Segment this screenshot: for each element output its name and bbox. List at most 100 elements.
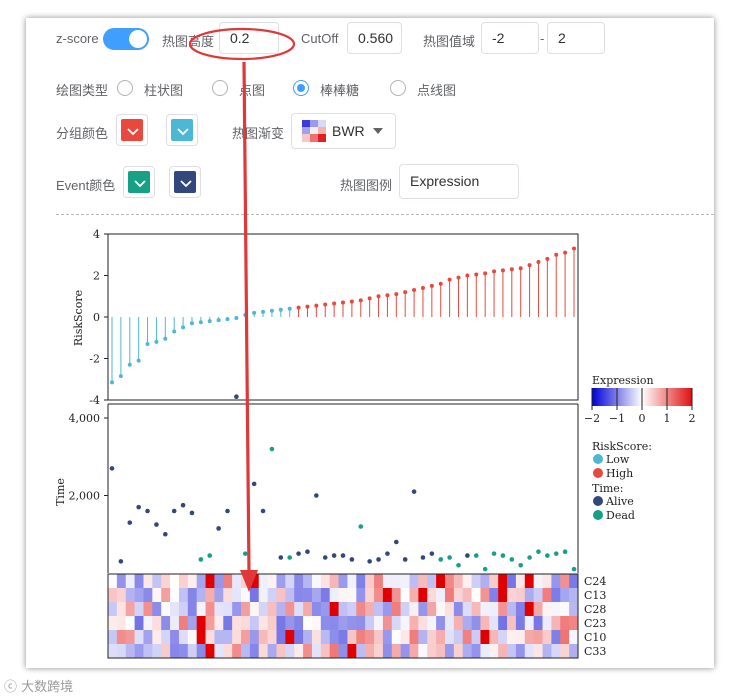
heatmap-cell [161, 602, 171, 617]
range-max-input[interactable]: 2 [547, 22, 605, 54]
heatmap-cell [187, 588, 197, 603]
lollipop-point [447, 277, 452, 282]
event-color-dead-picker[interactable] [123, 166, 155, 198]
caret-down-icon [373, 128, 383, 134]
heatmap-cell [329, 574, 339, 589]
radio-dotline[interactable] [390, 80, 406, 96]
heatmap-cell [249, 588, 260, 603]
heatmap-cell [391, 644, 401, 659]
group-color-high-picker[interactable] [116, 114, 148, 146]
heatmap-cell [382, 644, 393, 659]
heatmap-cell [489, 602, 499, 617]
heatmap-cell [489, 630, 499, 645]
riskscore-lollipop-chart: RiskScore -4 -2 0 2 4 [72, 228, 579, 407]
lollipop-point [536, 260, 541, 265]
heatmap-cell [444, 588, 455, 603]
scatter-point [331, 553, 337, 558]
heatmap-cell [125, 644, 135, 659]
heatmap-cell [444, 602, 455, 617]
heatmap-cell [267, 574, 277, 589]
scatter-point [287, 555, 292, 560]
heatmap-row-label: C23 [584, 617, 606, 630]
scatter-point [518, 562, 523, 568]
lollipop-point [181, 325, 186, 330]
heatmap-cell [108, 588, 118, 603]
heatmap-cell [436, 574, 446, 589]
watermark-logo-icon: ⓒ [4, 680, 18, 695]
heatmap-cell [267, 630, 277, 645]
lollipop-point [492, 269, 497, 274]
heatmap-cell [444, 644, 455, 659]
heatmap-cell [480, 616, 490, 631]
heatmap-cell [249, 644, 260, 659]
event-color-label: Event颜色 [56, 178, 116, 193]
scatter-point [553, 551, 559, 556]
heatmap-cell [187, 602, 197, 617]
cutoff-input[interactable]: 0.560 [347, 22, 402, 54]
scatter-point [109, 466, 115, 471]
heatmap-cell [152, 574, 162, 589]
radio-lollipop[interactable] [293, 80, 309, 96]
heatmap-cell [418, 616, 428, 631]
heatmap-cell [524, 616, 534, 631]
heatmap-cell [427, 644, 437, 659]
heatmap-cell [178, 588, 189, 603]
lollipop-point [189, 321, 194, 326]
radio-dot[interactable] [212, 80, 228, 96]
heatmap-cell [285, 630, 295, 645]
heatmap-cell [320, 616, 330, 631]
y-axis-label-time: Time [54, 478, 67, 506]
y-tick-label: 4 [93, 228, 100, 241]
heatmap-legend-input[interactable]: Expression [399, 164, 519, 199]
gradient-preview-icon [302, 120, 326, 142]
heatmap-cell [382, 616, 393, 631]
zscore-switch[interactable] [103, 28, 149, 50]
heatmap-cell [223, 616, 233, 631]
scatter-point [136, 504, 141, 510]
heatmap-cell [187, 644, 197, 659]
heatmap-cell [258, 588, 268, 603]
heatmap-cell [143, 602, 153, 617]
range-min-input[interactable]: -2 [481, 22, 539, 54]
heatmap-height-label: 热图高度 [162, 34, 215, 49]
heatmap-cell [391, 616, 401, 631]
heatmap-cell [338, 588, 348, 603]
y-tick-label: 0 [93, 311, 100, 324]
heatmap-cell [108, 616, 118, 631]
watermark-text: 大数跨境 [21, 680, 74, 695]
heatmap-cell [108, 602, 118, 617]
heatmap-cell [507, 588, 517, 603]
heatmap-cell [453, 588, 464, 603]
heatmap-cell [294, 616, 304, 631]
heatmap-cell [311, 616, 322, 631]
heatmap-cell [569, 602, 579, 617]
scatter-point [340, 553, 346, 558]
heatmap-cell [533, 630, 543, 645]
heatmap-height-input[interactable]: 0.2 [219, 22, 279, 54]
heatmap-cell [507, 644, 517, 659]
heatmap-cell [285, 588, 295, 603]
heatmap-cell [214, 574, 224, 589]
event-color-alive-picker[interactable] [169, 166, 201, 198]
heatmap-cell [418, 602, 428, 617]
heatmap-gradient-select[interactable]: BWR [291, 113, 396, 149]
heatmap-cell [391, 630, 401, 645]
radio-bar[interactable] [117, 80, 133, 96]
heatmap-cell [409, 588, 419, 603]
range-separator: - [540, 31, 545, 46]
heatmap-cell [524, 574, 534, 589]
heatmap-cell [125, 616, 135, 631]
time-scatter-chart: Time 2,000 4,000 [54, 394, 579, 573]
heatmap-cell [116, 602, 127, 617]
lollipop-point [412, 288, 417, 293]
heatmap-legend-label: 热图图例 [340, 178, 393, 193]
heatmap-cell [409, 602, 419, 617]
heatmap-frame [107, 573, 579, 659]
heatmap-cell [524, 588, 534, 603]
lollipop-point [234, 316, 239, 321]
group-color-low-picker[interactable] [166, 114, 198, 146]
heatmap-cell [409, 616, 419, 631]
heatmap-cell [551, 602, 561, 617]
heatmap-cell [125, 588, 135, 603]
heatmap-cell [462, 644, 472, 659]
